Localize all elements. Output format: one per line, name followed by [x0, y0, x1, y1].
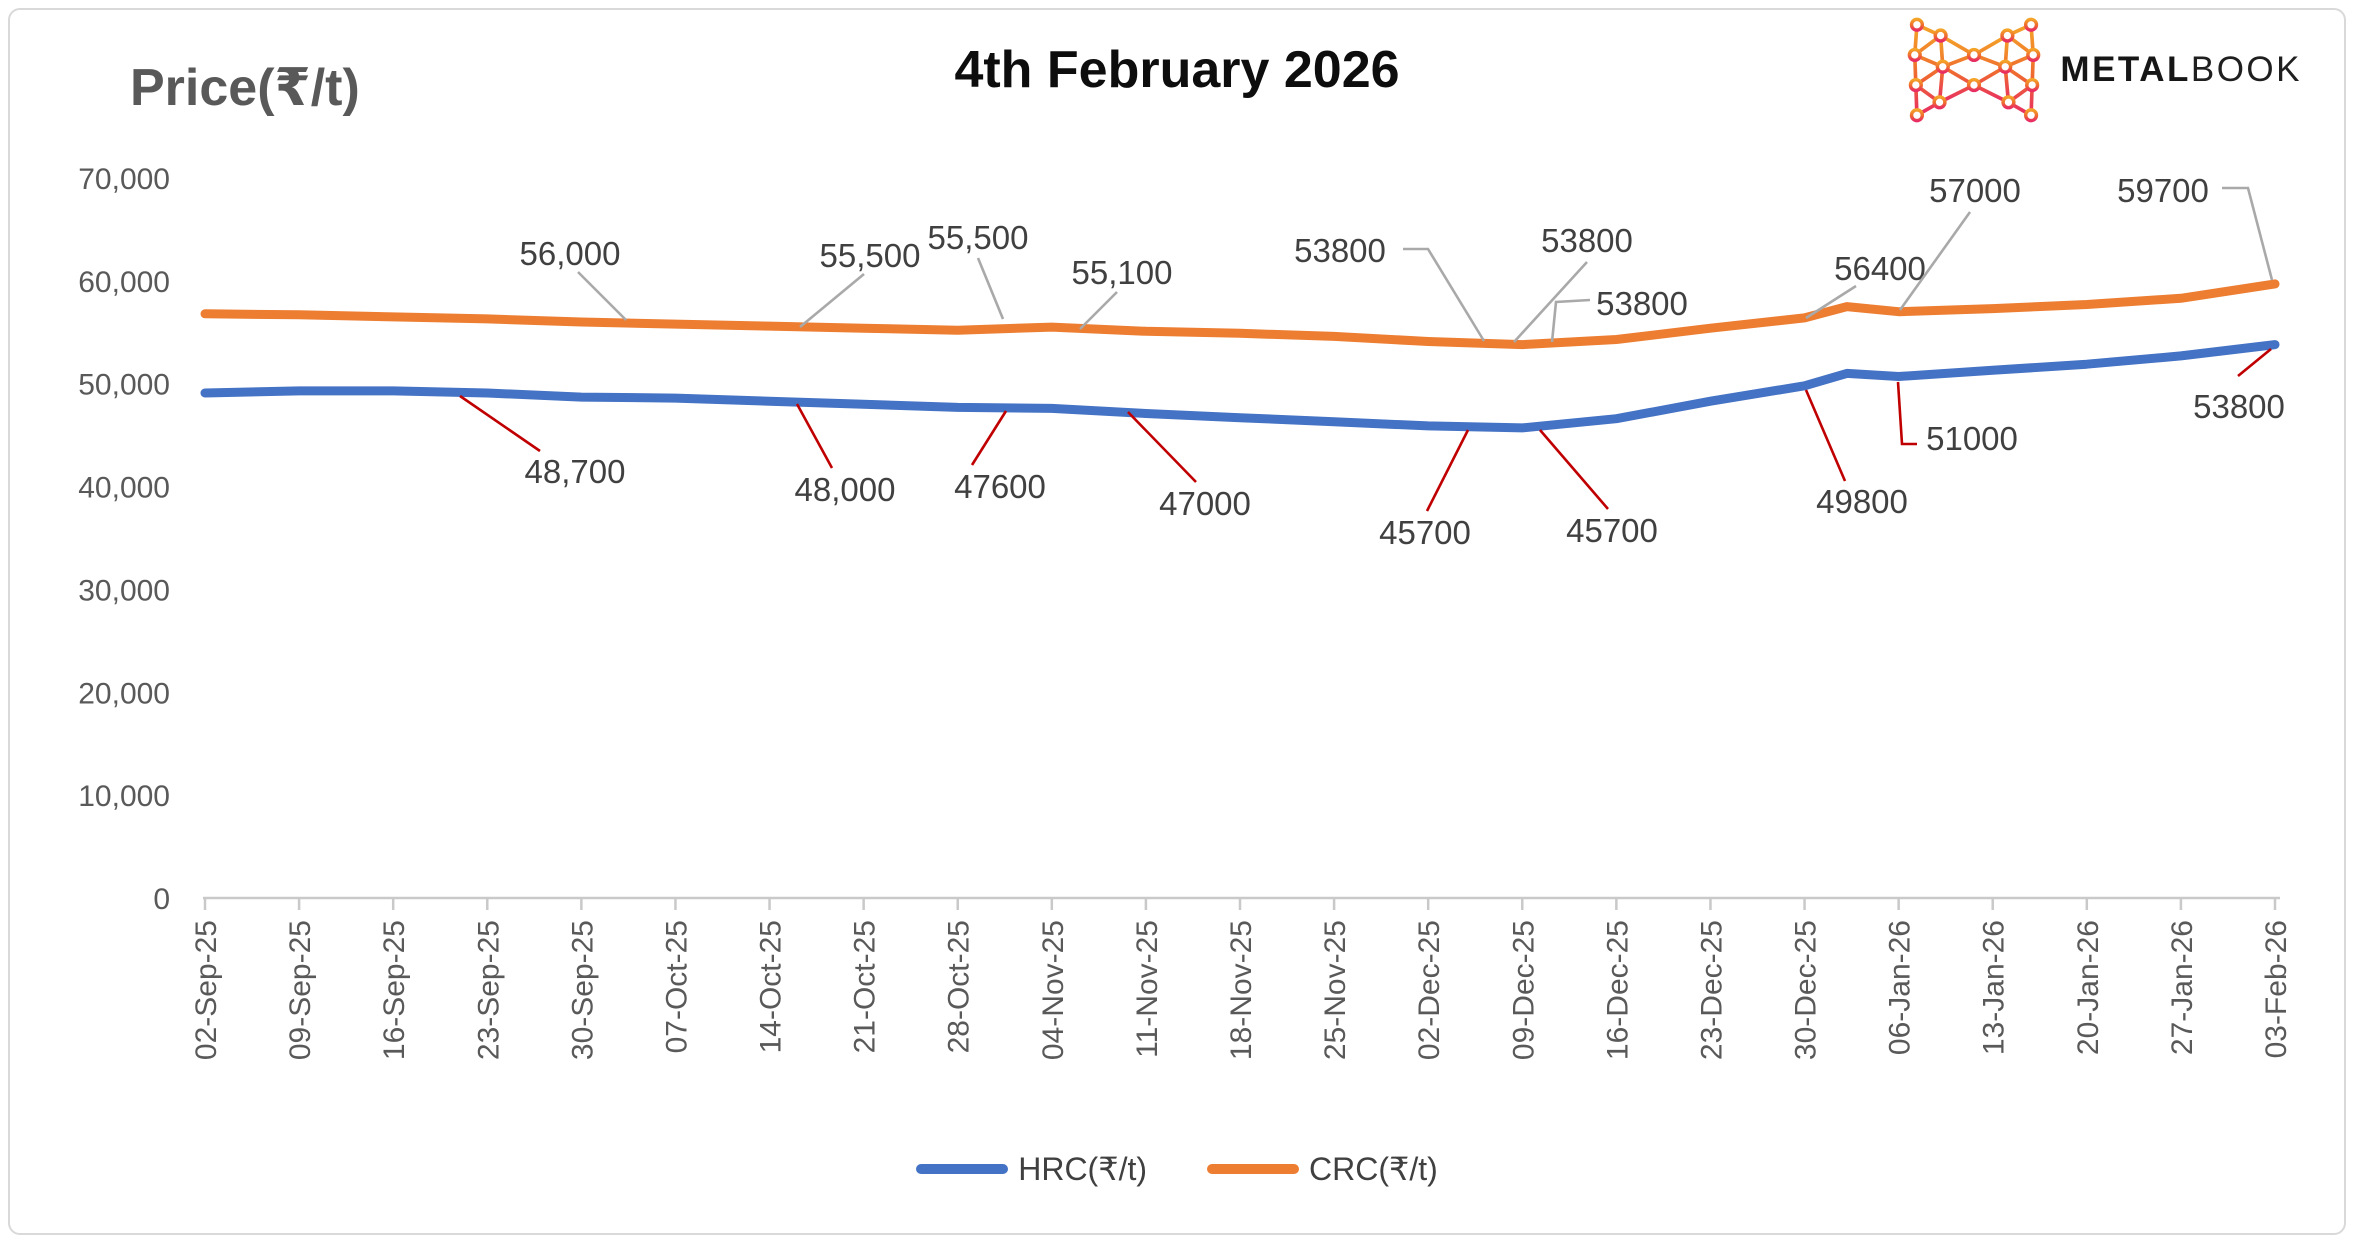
y-tick-label: 50,000 [78, 369, 170, 402]
annotation-value-label: 51000 [1926, 420, 2018, 457]
annotation-value-label: 53800 [1541, 222, 1633, 259]
x-tick-label: 02-Sep-25 [190, 920, 223, 1060]
x-tick-label: 16-Sep-25 [378, 920, 411, 1060]
legend-item-hrc: HRC(₹/t) [916, 1150, 1147, 1188]
x-tick-label: 09-Dec-25 [1507, 920, 1540, 1060]
x-tick-label: 04-Nov-25 [1037, 920, 1070, 1060]
annotation-value-label: 45700 [1379, 514, 1471, 551]
logo-book-text: BOOK [2190, 50, 2302, 89]
chart-card [8, 8, 2346, 1235]
annotation-leader-line [1079, 291, 1118, 330]
x-tick-label: 20-Jan-26 [2072, 920, 2105, 1055]
annotation-leader-line [976, 257, 1005, 320]
annotation-value-label: 49800 [1816, 483, 1908, 520]
annotation-leader-line [970, 410, 1008, 466]
x-tick-label: 25-Nov-25 [1319, 920, 1352, 1060]
annotation-leader-line [1513, 261, 1588, 343]
y-tick-label: 60,000 [78, 266, 170, 299]
x-tick-label: 07-Oct-25 [660, 920, 693, 1053]
annotation-leader-line [1805, 284, 1857, 320]
annotation-value-label: 47600 [954, 468, 1046, 505]
annotation-leader-line [1539, 429, 1609, 510]
annotation-leader-line [1550, 298, 1591, 343]
x-axis-labels: 02-Sep-25 09-Sep-25 16-Sep-25 23-Sep-25 30-S… [190, 920, 2293, 1060]
annotation-value-label: 45700 [1566, 512, 1658, 549]
x-tick-label: 27-Jan-26 [2166, 920, 2199, 1055]
annotation-value-label: 55,100 [1072, 254, 1173, 291]
legend-label-hrc: HRC(₹/t) [1018, 1151, 1147, 1187]
annotation-value-label: 59700 [2117, 172, 2209, 209]
y-axis-labels: 0 10,000 20,000 30,000 40,000 50,000 60,000 70,… [78, 163, 170, 916]
annotation-value-label: 48,700 [525, 453, 626, 490]
annotation-leader-line [2237, 347, 2272, 378]
metalbook-logo: METALBOOK [1904, 14, 2302, 126]
legend-item-crc: CRC(₹/t) [1207, 1150, 1438, 1188]
x-tick-label: 03-Feb-26 [2260, 920, 2293, 1058]
annotation-leader-line [1896, 381, 1917, 446]
y-tick-label: 20,000 [78, 677, 170, 710]
annotation-leader-line [1804, 389, 1847, 482]
x-tick-label: 21-Oct-25 [849, 920, 882, 1053]
y-tick-label: 10,000 [78, 780, 170, 813]
annotation-value-label: 56,000 [520, 235, 621, 272]
y-tick-label: 40,000 [78, 472, 170, 505]
x-tick-label: 28-Oct-25 [943, 920, 976, 1053]
x-tick-label: 13-Jan-26 [1978, 920, 2011, 1055]
x-tick-label: 09-Sep-25 [284, 920, 317, 1060]
annotation-leader-line [1403, 247, 1486, 342]
x-tick-label: 14-Oct-25 [755, 920, 788, 1053]
x-tick-label: 30-Sep-25 [566, 920, 599, 1060]
annotation-leader-line [2222, 186, 2274, 281]
logo-metal-text: METAL [2060, 50, 2191, 89]
annotation-value-label: 55,500 [820, 237, 921, 274]
annotation-value-label: 48,000 [795, 471, 896, 508]
chart-legend: HRC(₹/t) CRC(₹/t) [0, 1150, 2354, 1188]
y-tick-label: 0 [153, 883, 170, 916]
legend-label-crc: CRC(₹/t) [1309, 1151, 1438, 1187]
crc-series-line [200, 279, 2280, 350]
x-tick-label: 30-Dec-25 [1790, 920, 1823, 1060]
x-tick-label: 16-Dec-25 [1601, 920, 1634, 1060]
crc-line-swatch [1207, 1164, 1299, 1174]
y-tick-label: 30,000 [78, 574, 170, 607]
annotation-leader-line [1425, 429, 1470, 512]
annotation-leader-line [795, 403, 834, 469]
metalbook-wordmark: METALBOOK [2060, 50, 2302, 90]
data-annotations: 56,000 55,500 55,500 55,100 53800 53800 53800 5… [459, 172, 2285, 551]
x-tick-label: 18-Nov-25 [1225, 920, 1258, 1060]
annotation-leader-line [459, 394, 541, 453]
x-tick-label: 23-Dec-25 [1695, 920, 1728, 1060]
annotation-value-label: 56400 [1834, 250, 1926, 287]
annotation-value-label: 53800 [2193, 388, 2285, 425]
x-tick-label: 02-Dec-25 [1413, 920, 1446, 1060]
hrc-series-line [200, 340, 2280, 433]
x-tick-label: 11-Nov-25 [1131, 920, 1164, 1058]
x-tick-label: 06-Jan-26 [1884, 920, 1917, 1055]
metalbook-logo-icon [1908, 17, 2041, 123]
annotation-value-label: 53800 [1294, 232, 1386, 269]
chart-title: 4th February 2026 [954, 41, 1400, 99]
annotation-leader-line [1898, 211, 1972, 311]
y-axis-title: Price(₹/t) [130, 59, 360, 117]
x-axis [203, 896, 2280, 910]
y-tick-label: 70,000 [78, 163, 170, 196]
annotation-value-label: 47000 [1159, 485, 1251, 522]
x-tick-label: 23-Sep-25 [472, 920, 505, 1060]
annotation-value-label: 53800 [1596, 285, 1688, 322]
hrc-line-swatch [916, 1164, 1009, 1174]
annotation-value-label: 55,500 [928, 219, 1029, 256]
annotation-leader-line [799, 272, 865, 329]
annotation-value-label: 57000 [1929, 172, 2021, 209]
annotation-leader-line [577, 271, 627, 321]
annotation-leader-line [1127, 411, 1197, 483]
